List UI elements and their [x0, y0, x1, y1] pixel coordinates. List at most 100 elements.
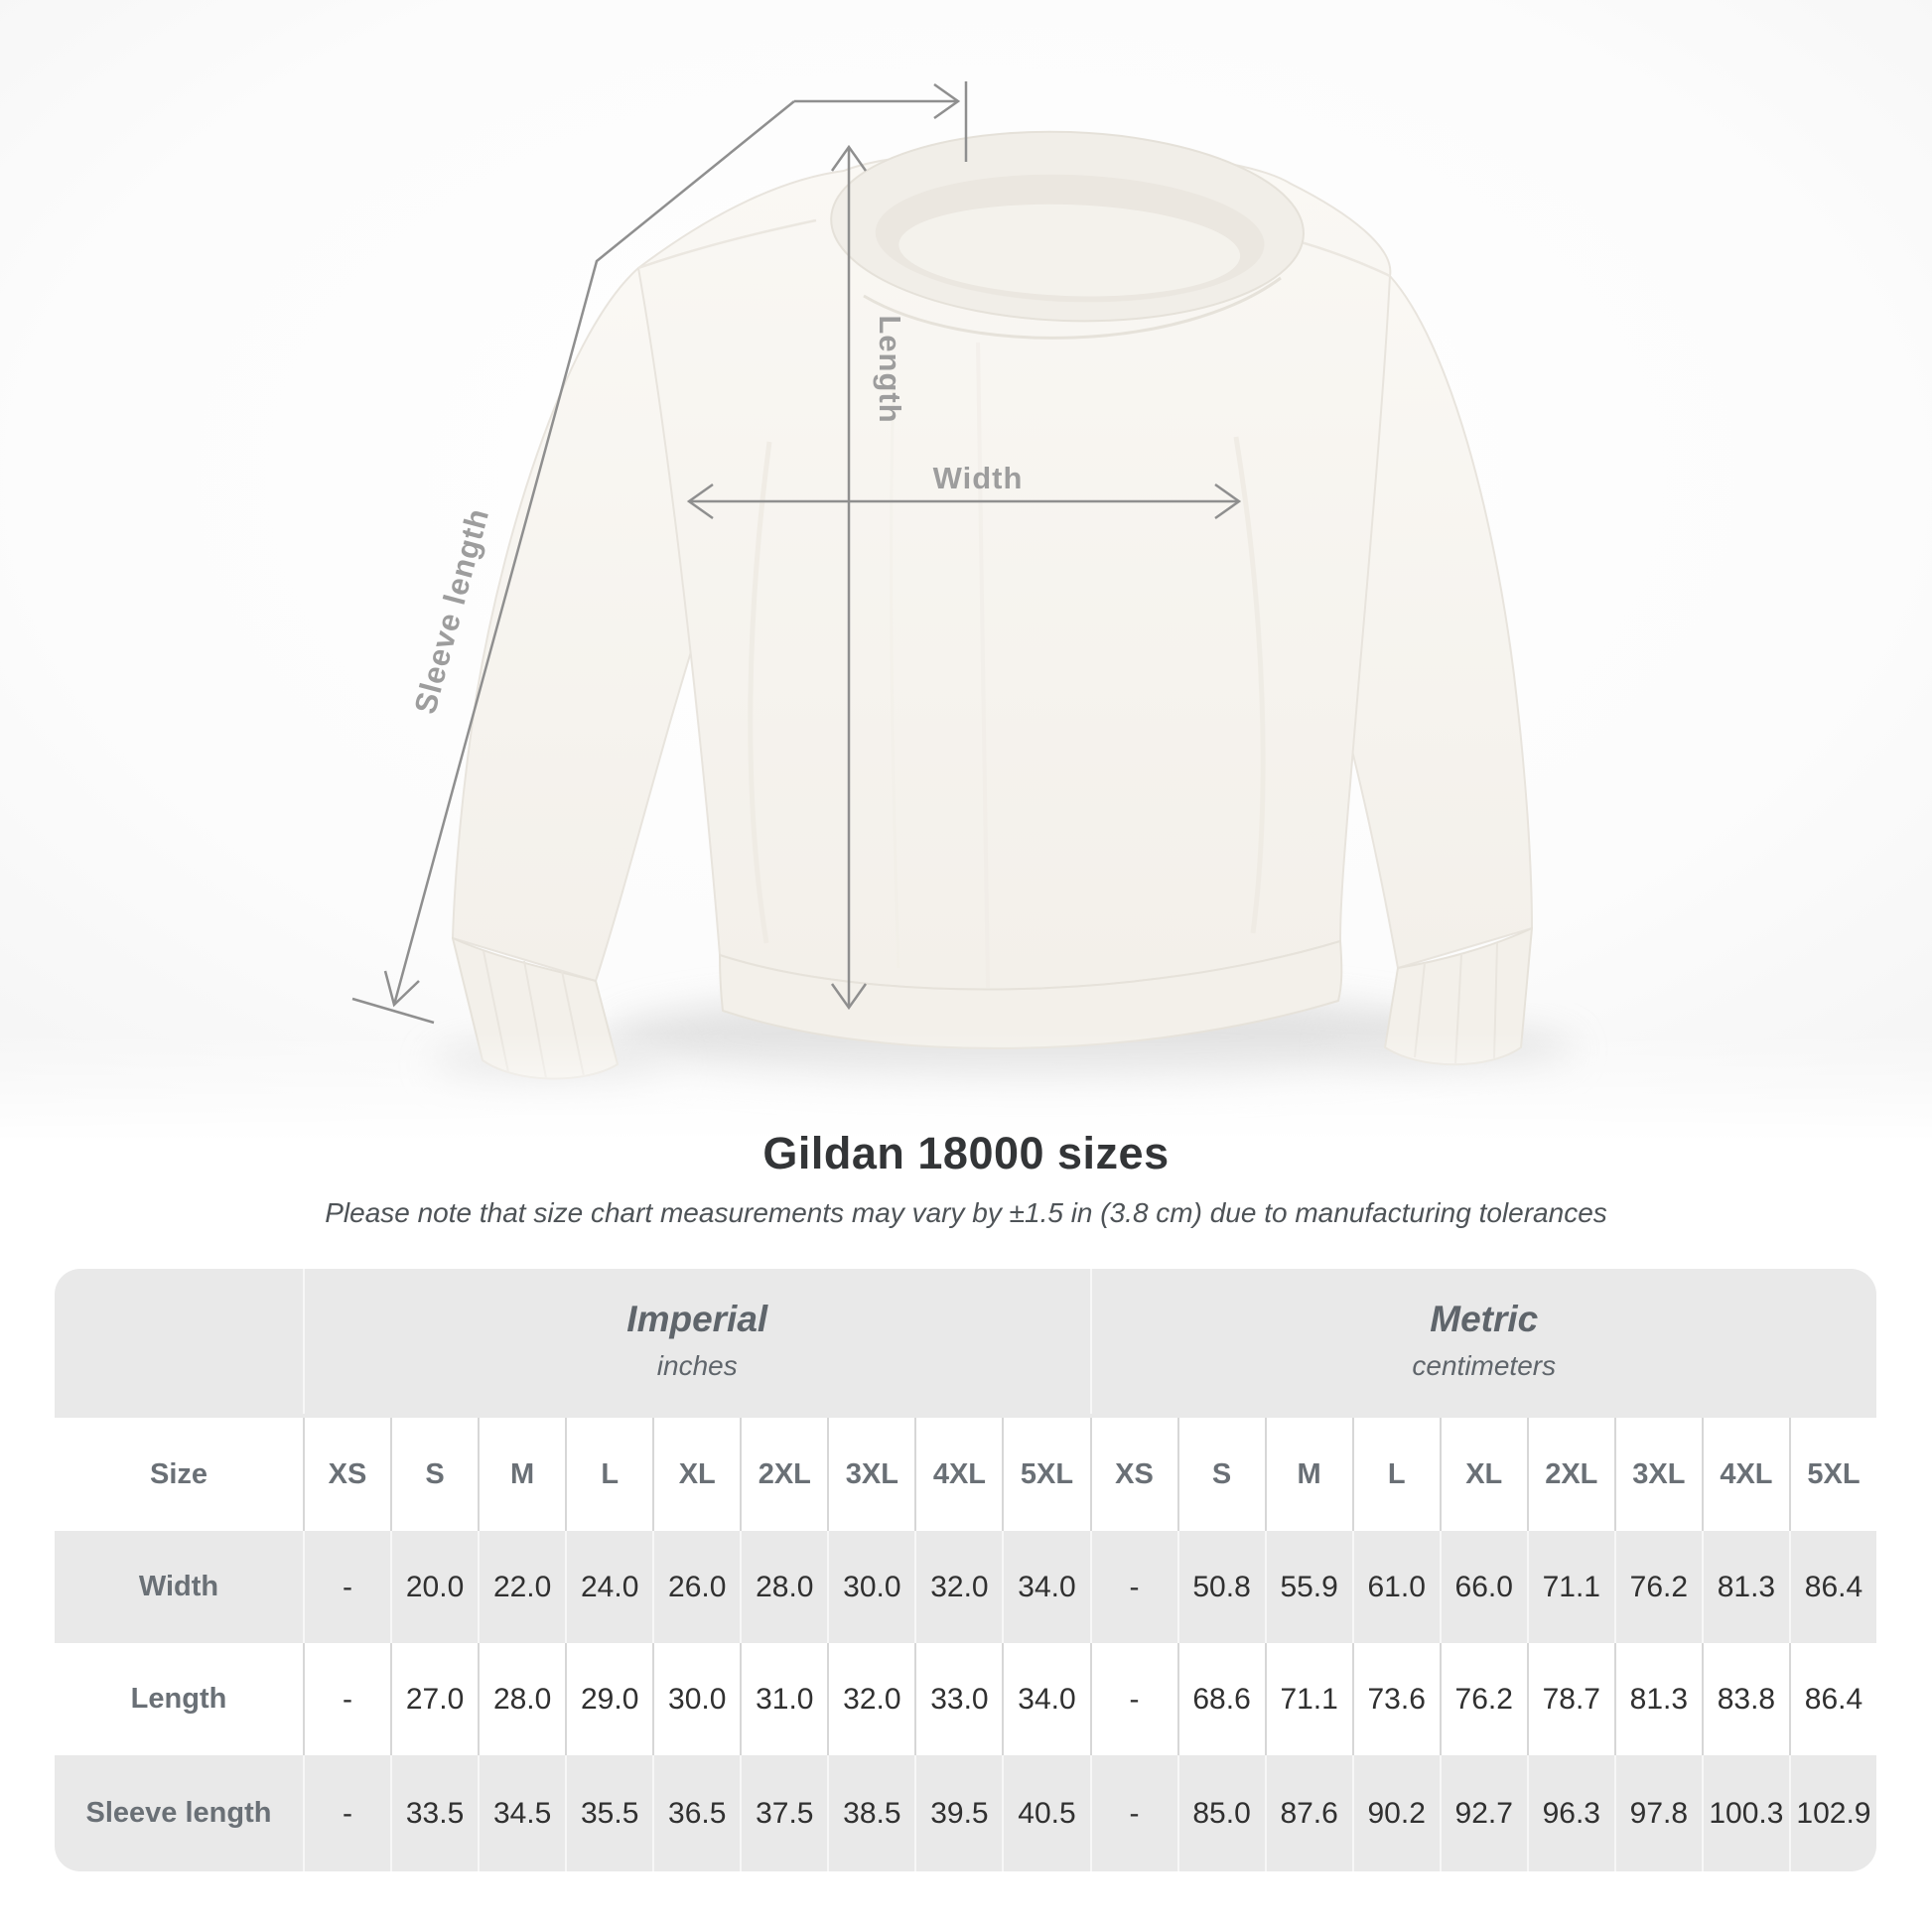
size-header-cell: S [390, 1418, 479, 1531]
value-cell: 29.0 [565, 1643, 653, 1755]
value-cell: 86.4 [1788, 1643, 1876, 1755]
imperial-label: Imperial [626, 1298, 768, 1339]
value-cell: 34.0 [1002, 1643, 1090, 1755]
value-cell: 97.8 [1613, 1755, 1702, 1871]
hem-band [719, 940, 1343, 1049]
size-header-cell: XS [1089, 1418, 1177, 1531]
metric-label: Metric [1430, 1298, 1539, 1339]
size-header-cell: 3XL [827, 1418, 915, 1531]
value-cell: 78.7 [1526, 1643, 1614, 1755]
size-header-cell: 2XL [740, 1418, 828, 1531]
length-label: Length [873, 315, 907, 423]
value-cell: 36.5 [652, 1755, 740, 1871]
row-label: Length [55, 1643, 303, 1755]
value-cell: 30.0 [652, 1643, 741, 1755]
size-header-cell: L [565, 1418, 653, 1531]
size-header-cell: L [1351, 1418, 1440, 1531]
metric-unit: centimeters [1412, 1350, 1557, 1382]
value-cell: 86.4 [1788, 1531, 1876, 1643]
value-cell: 37.5 [740, 1755, 827, 1871]
value-cell: 34.0 [1002, 1531, 1089, 1643]
page-subtitle: Please note that size chart measurements… [325, 1197, 1607, 1228]
value-cell: 50.8 [1176, 1531, 1265, 1643]
value-cell: 40.5 [1002, 1755, 1089, 1871]
value-cell: 76.2 [1439, 1643, 1527, 1755]
size-header-cell: 4XL [914, 1418, 1003, 1531]
value-cell: 33.0 [914, 1643, 1003, 1755]
collar-seam [863, 276, 1282, 340]
value-cell: 24.0 [565, 1531, 652, 1643]
length-measure-line [830, 144, 868, 1011]
width-label: Width [933, 461, 1024, 495]
value-cell: 66.0 [1439, 1531, 1527, 1643]
width-measure-line [686, 483, 1242, 520]
group-header-imperial: Imperial inches [303, 1269, 1090, 1414]
collar [830, 130, 1305, 323]
size-header-cell: M [1264, 1418, 1352, 1531]
value-cell: 71.1 [1264, 1643, 1352, 1755]
value-cell: - [303, 1531, 390, 1643]
value-cell: - [303, 1643, 391, 1755]
value-cell: 22.0 [478, 1531, 565, 1643]
size-col-header: Size [55, 1418, 303, 1531]
value-cell: 32.0 [827, 1643, 915, 1755]
value-cell: 76.2 [1613, 1531, 1702, 1643]
value-cell: 27.0 [390, 1643, 479, 1755]
value-cell: 85.0 [1176, 1755, 1265, 1871]
size-table: Imperial inches Metric centimeters Size … [55, 1269, 1876, 1871]
value-cell: - [1089, 1755, 1177, 1871]
value-cell: 31.0 [740, 1643, 828, 1755]
value-cell: 39.5 [914, 1755, 1002, 1871]
value-cell: 28.0 [740, 1531, 827, 1643]
value-cell: - [303, 1755, 390, 1871]
value-cell: 20.0 [390, 1531, 478, 1643]
band-spacer [55, 1269, 303, 1418]
value-cell: 26.0 [652, 1531, 740, 1643]
size-header-cell: 3XL [1613, 1418, 1702, 1531]
value-cell: 55.9 [1264, 1531, 1352, 1643]
value-cell: 33.5 [390, 1755, 478, 1871]
fabric-creases [748, 342, 1266, 989]
size-header-cell: 5XL [1002, 1418, 1090, 1531]
value-cell: 28.0 [478, 1643, 566, 1755]
table-row: Length -27.0 28.0 29.0 30.0 31.0 32.0 33.0 34.0-… [55, 1643, 1876, 1755]
size-header-cell: XL [652, 1418, 741, 1531]
size-header-cell: 4XL [1701, 1418, 1789, 1531]
value-cell: 87.6 [1264, 1755, 1352, 1871]
value-cell: 90.2 [1351, 1755, 1440, 1871]
value-cell: 100.3 [1701, 1755, 1789, 1871]
value-cell: 81.3 [1701, 1531, 1789, 1643]
group-header-metric: Metric centimeters [1089, 1269, 1877, 1414]
value-cell: 34.5 [478, 1755, 565, 1871]
value-cell: 35.5 [565, 1755, 652, 1871]
value-cell: 96.3 [1526, 1755, 1614, 1871]
value-cell: 102.9 [1788, 1755, 1876, 1871]
value-cell: 73.6 [1351, 1643, 1440, 1755]
page-title: Gildan 18000 sizes [762, 1128, 1170, 1178]
value-cell: 83.8 [1701, 1643, 1789, 1755]
measurement-overlay [351, 81, 1242, 1025]
row-label: Width [138, 1571, 219, 1602]
value-cell: - [1089, 1643, 1177, 1755]
sleeve-measure-line [351, 81, 968, 1025]
value-cell: 61.0 [1351, 1531, 1440, 1643]
size-header-cell: 5XL [1788, 1418, 1876, 1531]
value-cell: 30.0 [827, 1531, 914, 1643]
product-photo: Length Width Sleeve length [0, 0, 1932, 1142]
size-header-cell: M [478, 1418, 566, 1531]
size-header-cell: 2XL [1526, 1418, 1614, 1531]
size-header-row: Size XS S M L XL 2XL 3XL 4XL 5XL XS S M L XL 2XL 3XL 4XL… [55, 1418, 1876, 1531]
value-cell: 71.1 [1526, 1531, 1614, 1643]
row-label: Sleeve length [85, 1797, 272, 1829]
imperial-unit: inches [656, 1350, 738, 1382]
value-cell: 92.7 [1439, 1755, 1527, 1871]
size-header-cell: XS [303, 1418, 391, 1531]
sweatshirt-diagram: Length Width Sleeve length [0, 0, 1932, 1142]
value-cell: 68.6 [1176, 1643, 1265, 1755]
size-header-cell: S [1176, 1418, 1265, 1531]
value-cell: 38.5 [827, 1755, 914, 1871]
table-row: Width -20.0 22.0 24.0 26.0 28.0 30.0 32.0 34.0-5… [55, 1531, 1876, 1643]
value-cell: 81.3 [1613, 1643, 1702, 1755]
size-header-cell: XL [1439, 1418, 1527, 1531]
